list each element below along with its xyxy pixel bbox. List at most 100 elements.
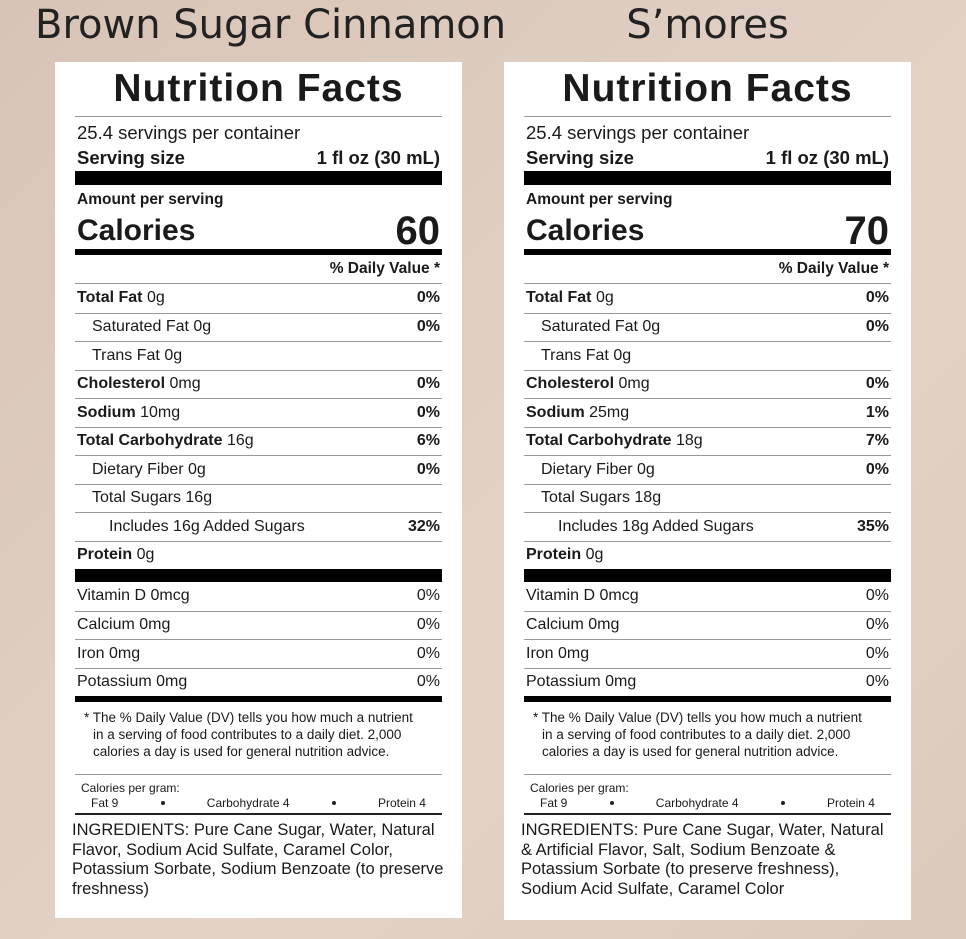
calories-value: 70 [844, 208, 890, 253]
vitamin-dv: 0% [416, 673, 440, 691]
separator-dot [609, 801, 614, 805]
nutrient: Dietary Fiber 0g [77, 461, 206, 479]
vitamin-dv: 0% [416, 616, 440, 634]
nutrient: Total Sugars 16g [77, 489, 212, 507]
nutrient-amount: 18g [675, 432, 703, 450]
nutrient-row: Protein 0g [75, 540, 442, 570]
nutrient-name: Total Sugars [92, 489, 181, 507]
nutrient-dv: 7% [865, 432, 889, 450]
vitamin-dv: 0% [865, 616, 889, 634]
cpg-items: Fat 9 Carbohydrate 4 Protein 4 [530, 795, 885, 810]
nutrient-name: Total Fat [526, 289, 592, 307]
nutrient: Trans Fat 0g [77, 347, 182, 365]
cpg-items: Fat 9 Carbohydrate 4 Protein 4 [81, 795, 436, 810]
label-body: Nutrition Facts 25.4 servings per contain… [521, 62, 891, 899]
nutrient: Dietary Fiber 0g [526, 461, 655, 479]
nutrient-name: Sodium [526, 403, 585, 421]
label-heading: Nutrition Facts [75, 62, 442, 117]
vitamin-name: Vitamin D 0mcg [77, 587, 190, 605]
calories-value: 60 [395, 208, 441, 253]
nutrient-amount: 0mg [618, 375, 650, 393]
nutrient-amount: 0g [613, 346, 632, 364]
nutrient: Includes 18g Added Sugars [526, 518, 754, 536]
nutrient-name: Cholesterol [526, 375, 615, 393]
nutrition-label: Nutrition Facts 25.4 servings per contain… [504, 62, 911, 920]
calories-row: Calories 60 [75, 209, 442, 253]
cpg-item: Carbohydrate 4 [206, 796, 290, 810]
nutrient-row: Cholesterol 0mg 0% [524, 369, 891, 399]
nutrient-amount: 0g [136, 546, 155, 564]
divider [75, 569, 442, 582]
calories-label: Calories [526, 214, 645, 247]
nutrient-amount: 0g [188, 460, 206, 478]
servings: 25.4 servings per container [526, 122, 750, 143]
cpg-item: Carbohydrate 4 [655, 796, 739, 810]
nutrient-row: Sodium 25mg 1% [524, 398, 891, 427]
nutrient-row: Saturated Fat 0g 0% [524, 312, 891, 342]
nutrient-row: Trans Fat 0g [524, 341, 891, 370]
nutrient: Sodium 10mg [77, 404, 180, 422]
nutrient-row: Dietary Fiber 0g 0% [524, 455, 891, 484]
ingredients: INGREDIENTS: Pure Cane Sugar, Water, Nat… [72, 821, 444, 898]
divider [524, 171, 891, 185]
nutrient-name: Protein [526, 546, 582, 564]
nutrient-amount: 0g [637, 460, 655, 478]
serving-size-row: Serving size 1 fl oz (30 mL) [524, 145, 891, 171]
vitamin-dv: 0% [865, 673, 889, 691]
nutrient: Trans Fat 0g [526, 347, 631, 365]
serving-size-label: Serving size [77, 147, 185, 168]
nutrient-row: Saturated Fat 0g 0% [75, 312, 442, 342]
divider [75, 249, 442, 255]
nutrient-dv: 0% [416, 289, 440, 307]
amount-row: Amount per serving [524, 185, 891, 213]
nutrient-dv: 0% [865, 375, 889, 393]
vitamin-row: Vitamin D 0mcg 0% [75, 582, 442, 611]
nutrient-dv: 1% [865, 403, 889, 421]
nutrient-name: Saturated Fat [92, 318, 189, 336]
nutrient: Sodium 25mg [526, 404, 629, 422]
amount-per-serving: Amount per serving [77, 191, 224, 208]
footnote: * The % Daily Value (DV) tells you how m… [75, 702, 442, 775]
nutrient-name: Trans Fat [92, 346, 160, 364]
nutrient-row: Total Sugars 16g [75, 483, 442, 513]
serving-size: 1 fl oz (30 mL) [765, 147, 889, 168]
nutrient-row: Total Carbohydrate 16g 6% [75, 426, 442, 456]
nutrient-name: Dietary Fiber [541, 460, 633, 478]
cpg-item: Fat 9 [91, 796, 119, 810]
nutrient: Includes 16g Added Sugars [77, 518, 305, 536]
vitamin-name: Calcium 0mg [77, 616, 171, 634]
vitamin-dv: 0% [416, 587, 440, 605]
vitamin-name: Iron 0mg [77, 644, 141, 662]
nutrient-amount: 16g [185, 489, 213, 507]
serving-size-label: Serving size [526, 147, 634, 168]
nutrient-row: Dietary Fiber 0g 0% [75, 455, 442, 484]
vitamin-name: Vitamin D 0mcg [526, 587, 639, 605]
nutrient-amount: 0mg [169, 375, 201, 393]
nutrient-name: Includes 16g Added Sugars [109, 517, 305, 535]
amount-per-serving: Amount per serving [526, 191, 673, 208]
cpg-item: Protein 4 [377, 796, 426, 810]
vitamin-name: Calcium 0mg [526, 616, 620, 634]
product-title: S’mores [626, 2, 789, 48]
nutrient: Protein 0g [526, 546, 603, 564]
nutrient-amount: 0g [164, 346, 183, 364]
nutrient-name: Cholesterol [77, 375, 166, 393]
nutrient-row: Sodium 10mg 0% [75, 398, 442, 427]
nutrient: Total Fat 0g [77, 289, 165, 307]
vitamin-dv: 0% [865, 587, 889, 605]
dv-header-row: % Daily Value * [75, 255, 442, 284]
nutrient-dv: 0% [865, 318, 889, 336]
nutrient-amount: 0g [146, 289, 165, 307]
nutrient-amount: 10mg [140, 403, 181, 421]
dv-header-row: % Daily Value * [524, 255, 891, 284]
nutrient-amount: 18g [634, 489, 662, 507]
product-title: Brown Sugar Cinnamon [35, 2, 507, 48]
dv-header: % Daily Value * [778, 260, 889, 277]
vitamin-row: Vitamin D 0mcg 0% [524, 582, 891, 611]
nutrient-amount: 25mg [589, 403, 630, 421]
nutrient: Saturated Fat 0g [526, 318, 660, 336]
nutrient-dv: 0% [416, 403, 440, 421]
dv-header: % Daily Value * [329, 260, 440, 277]
serving-size: 1 fl oz (30 mL) [316, 147, 440, 168]
cpg-label: Calories per gram: [530, 781, 629, 795]
